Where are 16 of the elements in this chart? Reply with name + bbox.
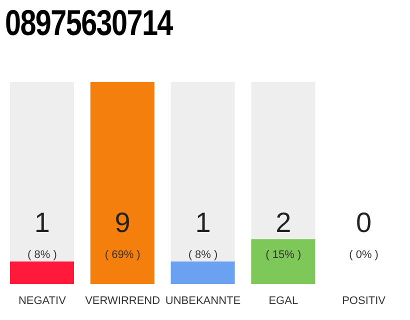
data-label: 1	[195, 207, 211, 238]
data-label: 1	[34, 207, 50, 238]
x-tick-label: UNBEKANNTE	[165, 295, 241, 307]
annotation: ( 0% )	[349, 249, 378, 261]
chart-title: 08975630714	[5, 2, 172, 44]
annotation: ( 15% )	[266, 249, 302, 261]
annotation: ( 69% )	[104, 249, 140, 261]
x-tick-label: POSITIV	[342, 295, 386, 307]
x-tick-label: EGAL	[268, 295, 298, 307]
annotation: ( 8% )	[28, 249, 57, 261]
x-tick-label: VERWIRREND	[85, 295, 160, 307]
annotation: ( 8% )	[188, 249, 218, 261]
data-label: 0	[356, 207, 372, 238]
data-label: 9	[114, 207, 130, 238]
data-label: 2	[276, 207, 292, 238]
x-tick-label: NEGATIV	[18, 295, 67, 307]
